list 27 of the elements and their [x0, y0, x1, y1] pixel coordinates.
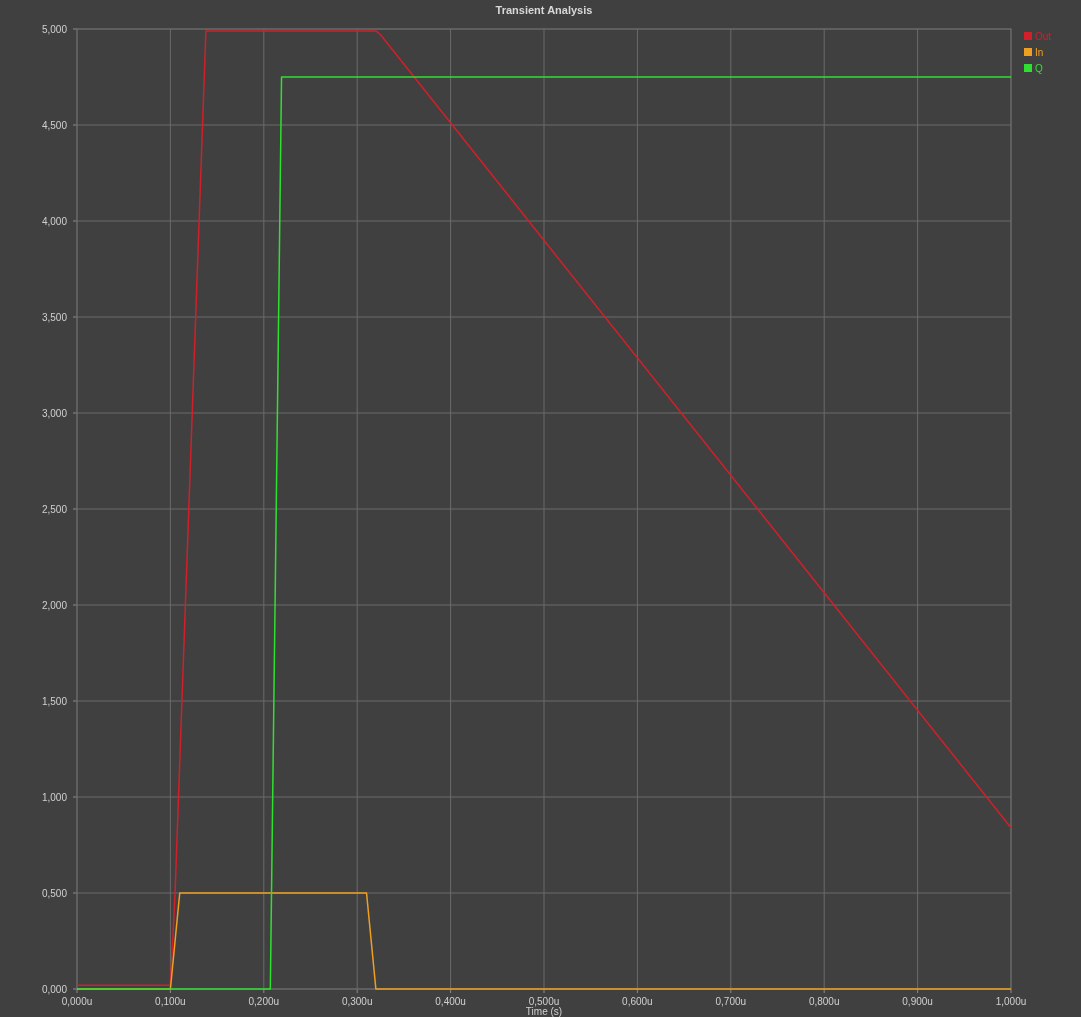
- x-axis-title: Time (s): [525, 1006, 563, 1017]
- legend-label: In: [1035, 47, 1044, 58]
- y-tick-label: 5,000: [41, 24, 68, 35]
- x-tick-label: 1,000u: [995, 996, 1027, 1007]
- x-tick-label: 0,800u: [808, 996, 840, 1007]
- x-tick-label: 0,200u: [248, 996, 280, 1007]
- y-tick-label: 4,500: [41, 120, 68, 131]
- legend-label: Out: [1035, 31, 1052, 42]
- y-tick-label: 4,000: [41, 216, 68, 227]
- y-tick-label: 2,000: [41, 600, 68, 611]
- x-tick-label: 0,600u: [622, 996, 653, 1007]
- y-tick-label: 0,000: [41, 984, 68, 995]
- x-tick-label: 0,100u: [155, 996, 186, 1007]
- y-tick-label: 0,500: [41, 888, 68, 899]
- y-tick-label: 2,500: [41, 504, 68, 515]
- y-tick-label: 1,500: [41, 696, 68, 707]
- chart-title: Transient Analysis: [495, 4, 593, 16]
- x-tick-label: 0,900u: [902, 996, 933, 1007]
- x-tick-label: 0,500u: [528, 996, 560, 1007]
- x-tick-label: 0,400u: [435, 996, 466, 1007]
- y-tick-label: 1,000: [41, 792, 68, 803]
- x-tick-label: 0,700u: [715, 996, 747, 1007]
- legend-label: Q: [1035, 63, 1043, 74]
- x-tick-label: 0,300u: [341, 996, 373, 1007]
- x-tick-label: 0,000u: [61, 996, 93, 1007]
- y-tick-label: 3,000: [41, 408, 68, 419]
- y-tick-label: 3,500: [41, 312, 68, 323]
